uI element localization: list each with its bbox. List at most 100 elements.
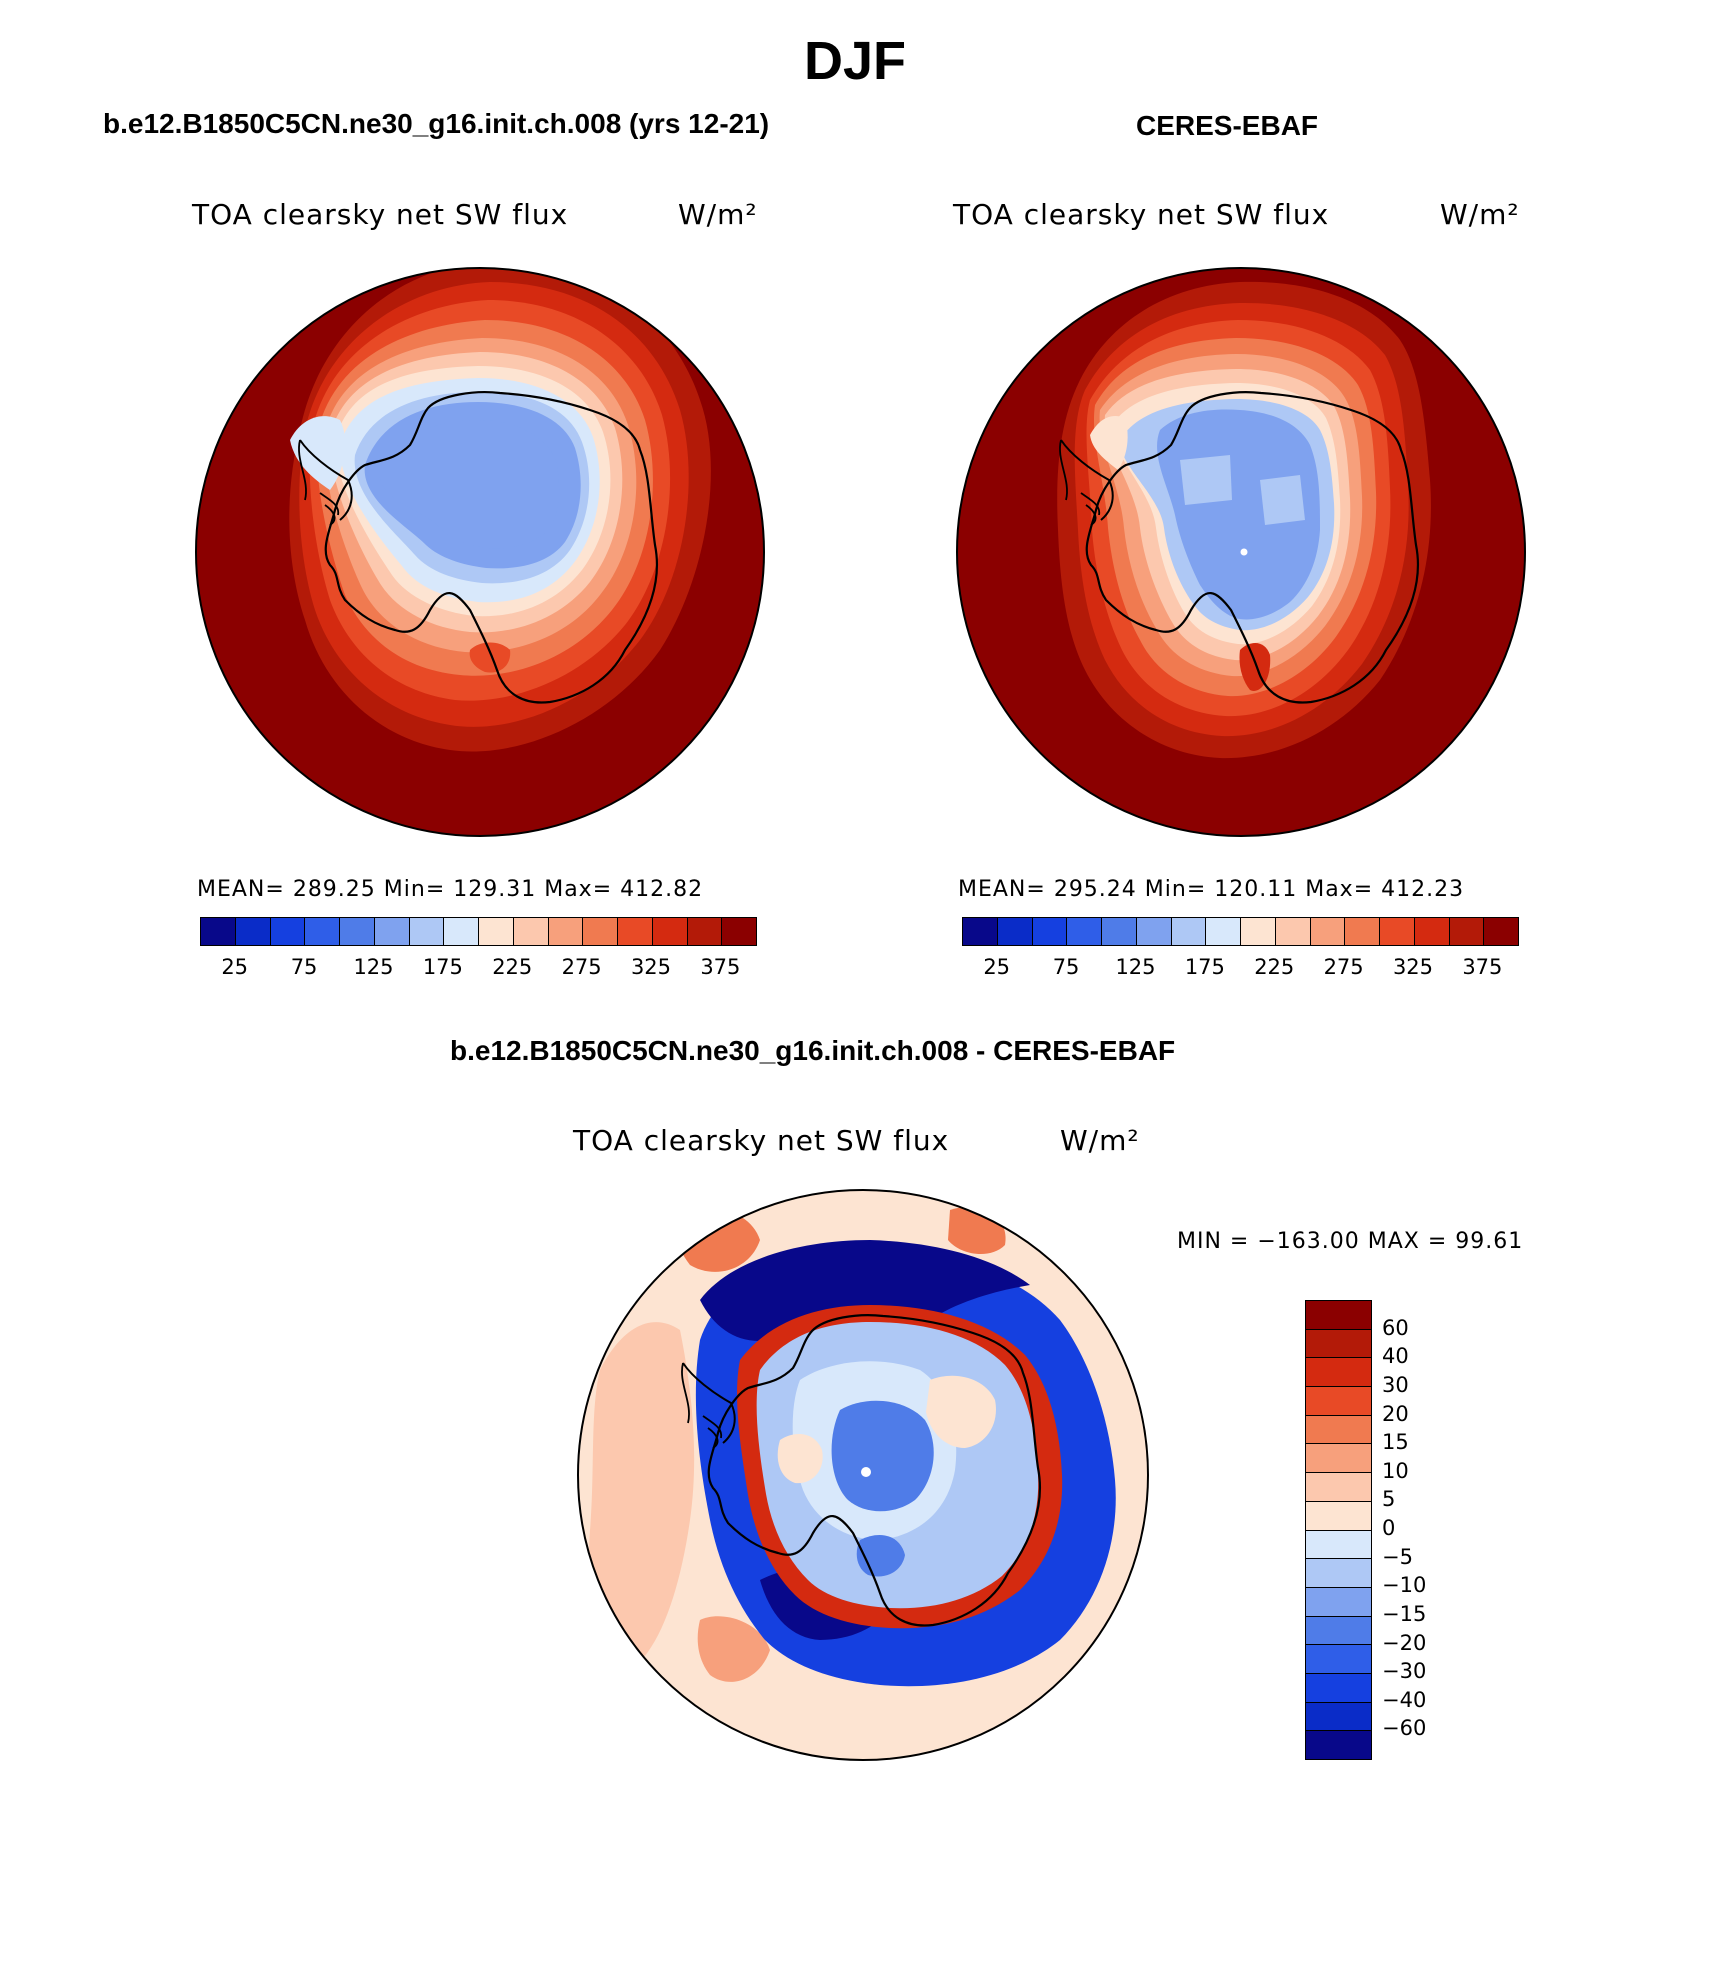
colorbar-tick-label: 40 <box>1382 1344 1409 1369</box>
colorbar-tick-label: 175 <box>422 955 463 979</box>
colorbar-swatch <box>1306 1702 1371 1732</box>
colorbar-tick-label: 5 <box>1382 1487 1396 1512</box>
colorbar-swatch <box>1306 1444 1371 1474</box>
colorbar-swatch <box>340 918 375 945</box>
panel-diff-contours <box>578 1190 1148 1760</box>
colorbar-swatch <box>1275 918 1311 945</box>
colorbar-swatch <box>963 918 998 945</box>
colorbar-swatch <box>652 918 688 945</box>
colorbar-swatch <box>1136 918 1172 945</box>
colorbar-swatch <box>1414 918 1450 945</box>
panel-model-title: b.e12.B1850C5CN.ne30_g16.init.ch.008 (yr… <box>103 108 770 139</box>
colorbar-tick-label: 375 <box>700 955 741 979</box>
colorbar-tick-label: 75 <box>1052 955 1080 979</box>
panel-model-colorbar <box>200 917 757 946</box>
panel-obs-variable-label: TOA clearsky net SW flux <box>953 198 1330 231</box>
colorbar-swatch <box>1306 1587 1371 1617</box>
colorbar-swatch <box>1241 918 1276 945</box>
colorbar-swatch <box>270 918 306 945</box>
colorbar-swatch <box>1306 1645 1371 1674</box>
panel-diff-stats: MIN = −163.00 MAX = 99.61 <box>1177 1229 1524 1254</box>
colorbar-swatch <box>1310 918 1346 945</box>
colorbar-tick-label: 75 <box>290 955 318 979</box>
panel-obs-stats: MEAN= 295.24 Min= 120.11 Max= 412.23 <box>958 877 1465 902</box>
colorbar-swatch <box>1206 918 1241 945</box>
colorbar-tick-label: 60 <box>1382 1315 1409 1340</box>
panel-model-stats: MEAN= 289.25 Min= 129.31 Max= 412.82 <box>197 877 704 902</box>
panel-obs-colorbar <box>962 917 1519 946</box>
colorbar-swatch <box>409 918 445 945</box>
colorbar-swatch <box>1380 918 1415 945</box>
colorbar-swatch <box>1306 1559 1371 1588</box>
panel-model-units-label: W/m² <box>678 198 758 231</box>
colorbar-tick-label: 375 <box>1462 955 1503 979</box>
colorbar-swatch <box>997 918 1033 945</box>
colorbar-tick-label: −40 <box>1382 1687 1427 1712</box>
colorbar-tick-label: 125 <box>1115 955 1156 979</box>
colorbar-swatch <box>479 918 514 945</box>
colorbar-tick-label: −10 <box>1382 1573 1427 1598</box>
colorbar-tick-label: 325 <box>1392 955 1434 979</box>
panel-obs-units-label: W/m² <box>1440 198 1520 231</box>
colorbar-swatch <box>583 918 618 945</box>
colorbar-swatch <box>201 918 236 945</box>
colorbar-tick-label: 225 <box>1254 955 1295 979</box>
colorbar-swatch <box>305 918 340 945</box>
colorbar-swatch <box>1306 1358 1371 1388</box>
colorbar-tick-label: −5 <box>1382 1544 1413 1569</box>
colorbar-tick-label: 20 <box>1382 1401 1409 1426</box>
panel-model-variable-label: TOA clearsky net SW flux <box>192 198 569 231</box>
colorbar-tick-label: 15 <box>1382 1430 1409 1455</box>
colorbar-swatch <box>1171 918 1207 945</box>
colorbar-tick-label: 25 <box>983 955 1011 979</box>
colorbar-swatch <box>1345 918 1380 945</box>
colorbar-swatch <box>1032 918 1068 945</box>
colorbar-tick-label: −30 <box>1382 1659 1427 1684</box>
colorbar-tick-label: 275 <box>1323 955 1364 979</box>
colorbar-tick-label: 30 <box>1382 1372 1409 1397</box>
colorbar-swatch <box>1306 1673 1371 1703</box>
colorbar-swatch <box>513 918 549 945</box>
colorbar-swatch <box>235 918 271 945</box>
colorbar-swatch <box>1306 1530 1371 1560</box>
panel-diff-units-label: W/m² <box>1060 1124 1140 1157</box>
colorbar-tick-label: −15 <box>1382 1601 1427 1626</box>
colorbar-swatch <box>1102 918 1137 945</box>
colorbar-tick-label: 0 <box>1382 1516 1396 1540</box>
colorbar-tick-label: 275 <box>561 955 602 979</box>
colorbar-tick-label: 25 <box>221 955 249 979</box>
colorbar-swatch <box>1306 1473 1371 1502</box>
panel-diff-title: b.e12.B1850C5CN.ne30_g16.init.ch.008 - C… <box>450 1035 1176 1066</box>
colorbar-swatch <box>444 918 479 945</box>
colorbar-swatch <box>1449 918 1485 945</box>
colorbar-tick-label: 175 <box>1184 955 1225 979</box>
panel-diff-colorbar <box>1305 1300 1372 1760</box>
colorbar-swatch <box>1306 1731 1371 1759</box>
colorbar-tick-label: −20 <box>1382 1630 1427 1655</box>
panel-obs-title: CERES-EBAF <box>1136 110 1319 141</box>
colorbar-swatch <box>1306 1301 1371 1330</box>
colorbar-swatch <box>548 918 584 945</box>
colorbar-swatch <box>1306 1387 1371 1416</box>
colorbar-swatch <box>687 918 723 945</box>
colorbar-swatch <box>618 918 653 945</box>
colorbar-swatch <box>722 918 756 945</box>
panel-model-contours <box>196 268 764 836</box>
colorbar-tick-label: 225 <box>492 955 533 979</box>
panel-diff-variable-label: TOA clearsky net SW flux <box>573 1124 950 1157</box>
colorbar-tick-label: −60 <box>1382 1716 1427 1741</box>
colorbar-swatch <box>1306 1329 1371 1359</box>
colorbar-tick-label: 10 <box>1382 1458 1409 1483</box>
colorbar-tick-label: 125 <box>353 955 394 979</box>
colorbar-swatch <box>1484 918 1518 945</box>
colorbar-swatch <box>1306 1415 1371 1445</box>
colorbar-swatch <box>374 918 410 945</box>
colorbar-tick-label: 325 <box>630 955 672 979</box>
colorbar-swatch <box>1067 918 1102 945</box>
page-title: DJF <box>803 31 906 91</box>
colorbar-swatch <box>1306 1616 1371 1646</box>
colorbar-swatch <box>1306 1501 1371 1531</box>
